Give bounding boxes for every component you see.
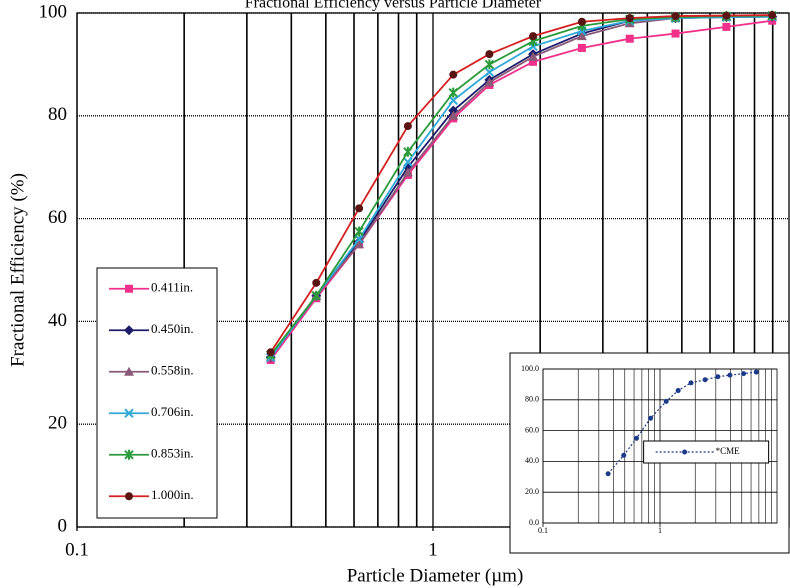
marker [125,492,133,501]
y-axis-label: Fractional Efficiency (%) [7,173,28,367]
marker [125,284,133,293]
series-line [607,371,757,475]
chart-title: Fractional Efficiency versus Particle Di… [245,0,542,12]
y-tick-label: 40.0 [525,456,539,465]
marker [124,449,134,460]
axes-frame [542,368,778,524]
y-tick-label: 80 [48,104,67,125]
marker [682,449,688,455]
marker [727,372,733,378]
series-line [269,15,773,358]
axes-frame [76,12,790,528]
marker [663,398,669,404]
marker [403,122,412,131]
legend-label: 0.450in. [151,321,194,336]
marker [354,239,365,249]
marker [722,11,731,20]
x-tick-label: 0.1 [65,539,89,560]
marker [448,87,458,98]
y-tick-label: 0 [58,515,68,536]
marker [484,67,495,77]
marker [625,14,634,23]
marker [403,157,413,167]
marker [722,22,731,31]
marker [741,371,747,377]
marker [702,377,708,383]
y-tick-label: 100.0 [521,364,539,373]
series-line [269,14,773,356]
marker [671,29,680,38]
marker [576,31,587,41]
marker [528,51,539,61]
x-tick-label: 1 [428,539,438,560]
marker [675,388,681,394]
marker [402,167,413,177]
marker [605,471,611,477]
marker [355,204,364,213]
marker [577,43,586,52]
y-tick-label: 20.0 [525,487,539,496]
y-tick-label: 80.0 [525,395,539,404]
marker [529,32,538,41]
x-axis-label: Particle Diameter (µm) [347,565,524,586]
marker [448,95,458,106]
y-tick-label: 40 [48,310,67,331]
marker [484,59,495,70]
marker [312,278,321,287]
legend-label: 0.706in. [151,404,194,419]
series-line [269,14,773,353]
x-tick-label: 0.1 [538,526,548,535]
y-tick-label: 0.0 [529,518,539,527]
legend-label: 1.000in. [151,487,194,502]
marker [449,70,458,79]
marker [529,57,538,66]
x-tick-label: 1 [658,526,662,535]
marker [768,11,777,20]
y-tick-label: 60 [48,207,67,228]
marker [124,325,134,336]
inset-chart: 0.1 1 0.0 20.0 40.0 60.0 80.0 100.0 *CME [509,352,790,554]
legend-label: 0.558in. [151,363,194,378]
marker [311,290,321,301]
marker [715,374,721,380]
legend-label: 0.411in. [151,280,193,295]
marker [354,226,364,237]
marker [688,380,694,386]
legend-box [96,267,218,519]
y-tick-label: 100 [39,1,68,22]
marker [403,146,413,157]
marker [634,435,640,441]
marker [124,366,134,376]
legend-label: *CME [716,446,741,456]
y-tick-label: 20 [48,413,67,434]
marker [671,12,680,21]
marker [621,452,627,458]
marker [266,348,275,357]
legend-box [643,440,770,464]
main-chart: 0.1 1 0 20 40 60 80 100 Fractional Efficiency ve… [7,0,790,586]
marker [577,17,586,26]
marker [448,110,459,120]
marker [625,34,634,43]
legend-label: 0.853in. [151,446,194,461]
marker [753,369,759,375]
y-tick-label: 60.0 [525,425,539,434]
marker [485,50,494,59]
marker [648,415,654,421]
marker [124,408,134,418]
marker [484,77,495,87]
